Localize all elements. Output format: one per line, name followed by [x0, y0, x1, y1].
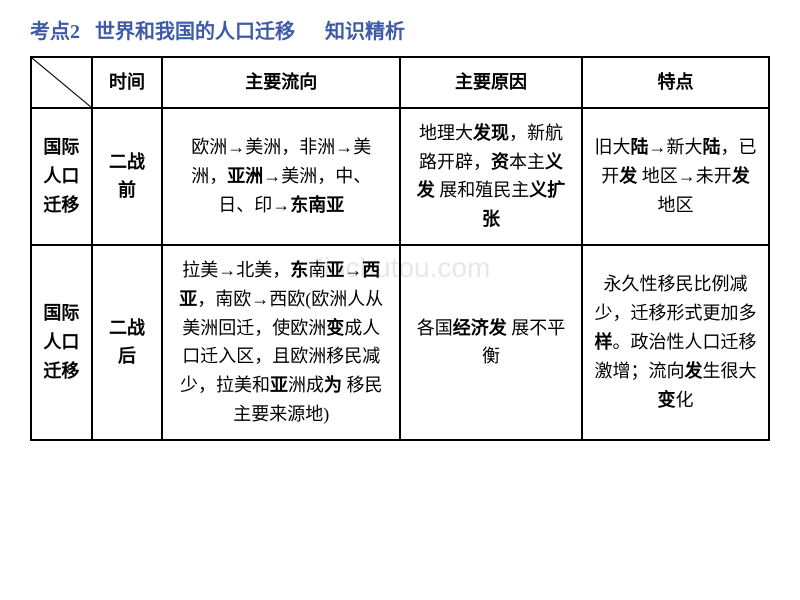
feature-cell-2: 永久性移民比例减少，迁移形式更加多样。政治性人口迁移激增；流向发生很大变化 — [582, 245, 769, 440]
table-row: 国际人口迁移 二战前 欧洲→美洲，非洲→美洲，亚洲→美洲，中、日、印→东南亚 地… — [31, 108, 769, 245]
page-header: 考点2 世界和我国的人口迁移 知识精析 — [30, 15, 770, 44]
topic-title: 世界和我国的人口迁移 — [95, 21, 295, 43]
header-feature: 特点 — [582, 57, 769, 108]
category-cell-1: 国际人口迁移 — [31, 108, 92, 245]
header-reason: 主要原因 — [400, 57, 582, 108]
time-cell-2: 二战后 — [92, 245, 163, 440]
diagonal-line-icon — [32, 58, 91, 107]
feature-cell-1: 旧大陆→新大陆，已开发 地区→未开发 地区 — [582, 108, 769, 245]
reason-cell-2: 各国经济发 展不平衡 — [400, 245, 582, 440]
time-cell-1: 二战前 — [92, 108, 163, 245]
table-row: 国际人口迁移 二战后 拉美→北美，东南亚→西亚，南欧→西欧(欧洲人从美洲回迁，使… — [31, 245, 769, 440]
flow-cell-1: 欧洲→美洲，非洲→美洲，亚洲→美洲，中、日、印→东南亚 — [162, 108, 400, 245]
section-label: 知识精析 — [325, 21, 405, 43]
header-time: 时间 — [92, 57, 163, 108]
table-header-row: 时间 主要流向 主要原因 特点 — [31, 57, 769, 108]
topic-label: 考点2 — [30, 21, 80, 43]
corner-cell — [31, 57, 92, 108]
migration-table: 时间 主要流向 主要原因 特点 国际人口迁移 二战前 欧洲→美洲，非洲→美洲，亚… — [30, 56, 770, 441]
table-wrapper: 时间 主要流向 主要原因 特点 国际人口迁移 二战前 欧洲→美洲，非洲→美洲，亚… — [30, 56, 770, 441]
flow-cell-2: 拉美→北美，东南亚→西亚，南欧→西欧(欧洲人从美洲回迁，使欧洲变成人口迁入区，且… — [162, 245, 400, 440]
reason-cell-1: 地理大发现，新航路开辟，资本主义发 展和殖民主义扩张 — [400, 108, 582, 245]
header-flow: 主要流向 — [162, 57, 400, 108]
category-cell-2: 国际人口迁移 — [31, 245, 92, 440]
